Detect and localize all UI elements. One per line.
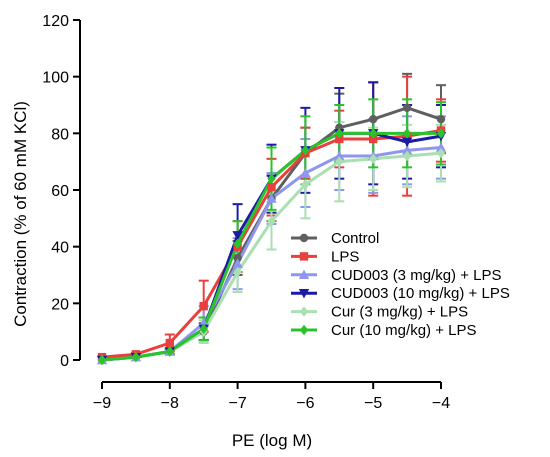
legend-swatch-marker [299, 306, 309, 317]
legend-label: Cur (3 mg/kg) + LPS [331, 304, 468, 321]
cur-3-mg-kg-lps-point [301, 179, 310, 190]
legend-entry-cur-10-mg-kg-lps: Cur (10 mg/kg) + LPS [291, 322, 476, 339]
cud003-10-mg-kg-lps-point [232, 231, 243, 241]
y-tick-label: 80 [51, 126, 69, 143]
legend-swatch-marker [298, 269, 310, 279]
cud003-3-mg-kg-lps-point [300, 167, 311, 178]
legend-swatch-marker [299, 252, 309, 261]
cur-10-mg-kg-lps-point [301, 145, 310, 156]
x-axis-title: PE (log M) [232, 431, 312, 450]
legend-swatch-marker [299, 233, 309, 243]
legend-entry-cud003-3-mg-kg-lps: CUD003 (3 mg/kg) + LPS [291, 267, 502, 284]
lps-point [267, 182, 276, 192]
legend-swatch-marker [299, 324, 309, 336]
cud003-3-mg-kg-lps-point [232, 258, 243, 268]
cur-10-mg-kg-lps-point [335, 128, 344, 139]
cud003-3-mg-kg-lps-point [266, 193, 277, 203]
cur-10-mg-kg-lps-point [199, 323, 208, 335]
y-tick-label: 40 [51, 240, 69, 257]
y-tick-label: 20 [51, 296, 69, 313]
x-ticks: −9 −8 −7 −6 −5 −4 [93, 382, 450, 412]
y-ticks: 0 20 40 60 80 100 120 [42, 13, 80, 370]
cur-3-mg-kg-lps-point [267, 215, 276, 227]
cur-10-mg-kg-lps-point [165, 346, 174, 357]
cur-10-mg-kg-lps-point [436, 128, 446, 139]
cud003-10-mg-kg-lps-point [401, 137, 413, 148]
control-point [436, 114, 446, 124]
x-tick-label: −6 [296, 395, 314, 412]
cur-10-mg-kg-lps-point [267, 173, 276, 184]
cur-10-mg-kg-lps-markers [97, 128, 446, 366]
legend-label: CUD003 (3 mg/kg) + LPS [331, 267, 502, 284]
lps-point [335, 134, 344, 144]
x-tick-label: −7 [228, 395, 246, 412]
x-tick-label: −8 [161, 395, 179, 412]
x-tick-label: −4 [432, 395, 450, 412]
legend-entry-cur-3-mg-kg-lps: Cur (3 mg/kg) + LPS [291, 304, 468, 321]
control-point [402, 103, 412, 113]
y-tick-label: 100 [42, 70, 69, 87]
cur-3-mg-kg-lps-point [402, 150, 412, 162]
series-markers [96, 103, 447, 366]
cur-10-mg-kg-lps-point [131, 351, 141, 363]
legend-entry-control: Control [291, 230, 379, 247]
y-tick-label: 60 [51, 183, 69, 200]
legend-swatch-marker [298, 289, 310, 299]
cur-10-mg-kg-lps-point [233, 238, 242, 250]
cur-3-mg-kg-lps-point [233, 266, 242, 278]
cur-10-mg-kg-lps-point [369, 128, 378, 139]
control-point [233, 253, 242, 263]
lps-point [199, 301, 208, 311]
y-axis-title: Contraction (% of 60 mM KCl) [11, 101, 30, 327]
legend-label: Control [331, 230, 379, 247]
cur-3-mg-kg-lps-point [436, 147, 446, 159]
legend-label: Cur (10 mg/kg) + LPS [331, 322, 476, 339]
x-tick-label: −9 [93, 395, 111, 412]
cur-3-mg-kg-lps-point [335, 156, 344, 167]
legend-label: LPS [331, 248, 359, 265]
legend-entry-cud003-10-mg-kg-lps: CUD003 (10 mg/kg) + LPS [291, 285, 510, 302]
lps-point [369, 134, 378, 144]
cur-10-mg-kg-lps-point [402, 128, 412, 139]
legend-entry-lps: LPS [291, 248, 359, 265]
cud003-3-mg-kg-lps-point [334, 150, 345, 161]
control-point [369, 114, 378, 124]
legend-label: CUD003 (10 mg/kg) + LPS [331, 285, 510, 302]
lps-point [165, 338, 174, 348]
y-tick-label: 0 [60, 353, 69, 370]
cur-10-mg-kg-lps-point [97, 354, 107, 366]
cud003-3-mg-kg-lps-point [401, 145, 413, 155]
cur-3-mg-kg-lps-point [369, 153, 378, 165]
y-tick-label: 120 [42, 13, 69, 30]
cud003-3-mg-kg-lps-point [435, 142, 447, 152]
axes: 0 20 40 60 80 100 120 −9 −8 −7 −6 −5 −4 Contraction… [11, 13, 450, 450]
x-tick-label: −5 [364, 395, 382, 412]
